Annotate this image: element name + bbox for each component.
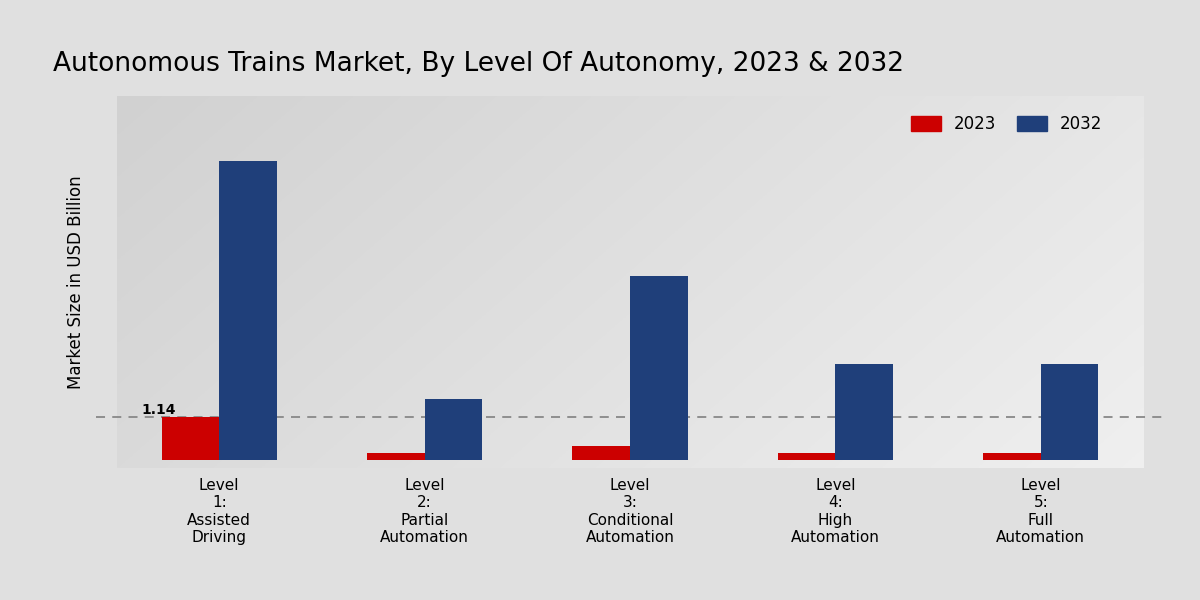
Bar — [425, 399, 482, 460]
Text: Autonomous Trains Market, By Level Of Autonomy, 2023 & 2032: Autonomous Trains Market, By Level Of Au… — [53, 51, 905, 77]
Bar — [572, 446, 630, 460]
Bar — [220, 161, 277, 460]
Y-axis label: Market Size in USD Billion: Market Size in USD Billion — [67, 175, 85, 389]
Bar — [367, 454, 425, 460]
Bar — [835, 364, 893, 460]
Bar — [983, 454, 1040, 460]
Bar — [162, 416, 220, 460]
Bar — [630, 276, 688, 460]
Legend: 2023, 2032: 2023, 2032 — [911, 115, 1103, 133]
Bar — [1040, 364, 1098, 460]
Text: 1.14: 1.14 — [142, 403, 176, 417]
Bar — [778, 454, 835, 460]
